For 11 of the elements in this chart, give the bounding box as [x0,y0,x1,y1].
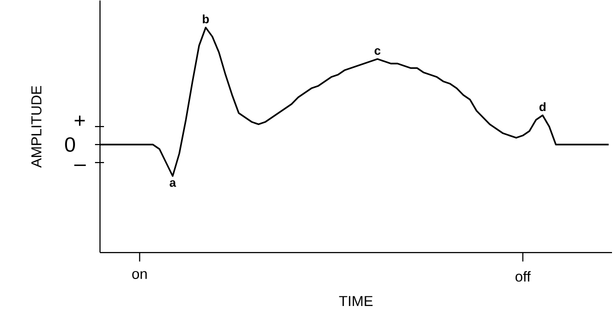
annotation: d [539,102,546,112]
x-tick-label: off [516,271,531,282]
text: – [74,164,86,166]
text: 0 [65,137,75,152]
annotation: c [374,48,380,56]
y-axis-title: AMPLITUDE [31,86,42,168]
text: + [74,116,85,126]
x-axis-title: TIME [339,296,373,306]
annotation: b [202,14,209,24]
annotation: a [170,180,176,188]
x-tick-label: on [132,271,147,280]
